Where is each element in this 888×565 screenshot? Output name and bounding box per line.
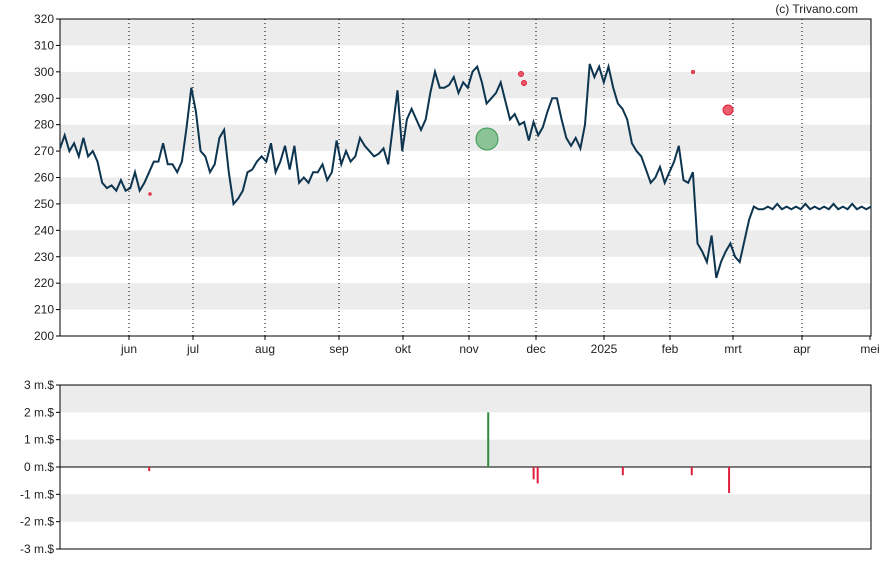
grid-band	[60, 177, 871, 204]
buy-marker	[475, 127, 499, 151]
y-tick-label: 3 m.$	[24, 378, 54, 392]
sell-marker	[518, 71, 524, 77]
volume-bar	[690, 467, 693, 476]
volume-bar	[148, 467, 151, 472]
x-tick-label: mei	[860, 342, 879, 356]
grid-band	[60, 230, 871, 257]
price-series-line	[59, 62, 872, 279]
y-tick-label: -1 m.$	[20, 487, 54, 501]
volume-bars	[148, 412, 731, 493]
grid-band	[60, 124, 871, 152]
y-tick-label: 250	[34, 197, 54, 211]
credit-label: (c) Trivano.com	[775, 2, 858, 16]
y-tick-label: 1 m.$	[24, 433, 54, 447]
x-tick-label: okt	[395, 342, 412, 356]
month-gridlines	[128, 19, 803, 336]
x-tick-label: apr	[793, 342, 810, 356]
y-tick-label: -3 m.$	[20, 542, 54, 556]
sell-marker	[691, 70, 695, 74]
y-tick-label: 290	[34, 91, 54, 105]
volume-bar	[536, 467, 539, 484]
grid-band	[60, 385, 871, 413]
grid-band	[60, 283, 871, 310]
y-tick-label: 220	[34, 276, 54, 290]
volume-grid-bands	[60, 385, 871, 522]
sell-marker	[148, 192, 152, 196]
y-tick-label: 0 m.$	[24, 460, 54, 474]
x-tick-label: feb	[662, 342, 679, 356]
y-tick-label: 2 m.$	[24, 405, 54, 419]
y-tick-label: -2 m.$	[20, 515, 54, 529]
y-tick-label: 200	[34, 329, 54, 343]
x-tick-label: jun	[120, 342, 137, 356]
x-tick-label: nov	[459, 342, 478, 356]
volume-bar	[728, 467, 731, 493]
y-tick-label: 260	[34, 171, 54, 185]
y-tick-label: 320	[34, 12, 54, 26]
event-markers	[148, 70, 734, 196]
x-tick-label: dec	[526, 342, 545, 356]
y-tick-label: 300	[34, 65, 54, 79]
x-tick-label: 2025	[591, 342, 618, 356]
volume-bar	[532, 467, 535, 480]
x-tick-label: jul	[186, 342, 199, 356]
x-tick-label: mrt	[724, 342, 742, 356]
y-tick-label: 310	[34, 38, 54, 52]
sell-marker	[521, 80, 527, 86]
volume-bar	[621, 467, 624, 476]
grid-band	[60, 19, 871, 46]
month-x-ticks: jun jul aug sep okt nov dec 2025 feb mrt apr mei	[120, 336, 880, 356]
grid-band	[60, 494, 871, 522]
y-tick-label: 280	[34, 118, 54, 132]
volume-bar	[487, 412, 490, 467]
x-tick-label: aug	[255, 342, 275, 356]
y-tick-label: 270	[34, 144, 54, 158]
y-tick-label: 240	[34, 223, 54, 237]
sell-marker	[722, 104, 734, 116]
price-y-ticks: 320 310 300 290 280 270 260 250 240 230 220 210 200	[34, 12, 60, 343]
x-tick-label: sep	[329, 342, 349, 356]
volume-y-ticks: 3 m.$ 2 m.$ 1 m.$ 0 m.$ -1 m.$ -2 m.$ -3 m.$	[20, 378, 60, 556]
y-tick-label: 210	[34, 303, 54, 317]
grid-band	[60, 439, 871, 467]
y-tick-label: 230	[34, 250, 54, 264]
